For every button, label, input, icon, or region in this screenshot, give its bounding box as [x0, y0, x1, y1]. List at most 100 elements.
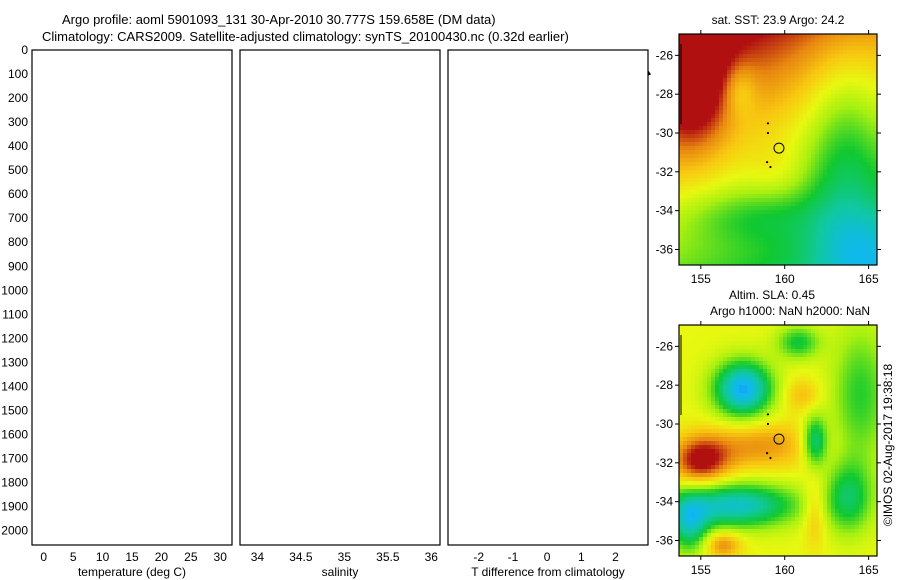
map-cell: [755, 461, 759, 465]
map-cell: [707, 341, 711, 345]
map-cell: [679, 541, 683, 545]
lat-tick-label: -36: [656, 242, 674, 256]
map-cell: [751, 138, 755, 142]
map-cell: [679, 453, 683, 457]
map-cell: [863, 114, 867, 118]
map-cell: [783, 437, 787, 441]
map-cell: [699, 62, 703, 66]
map-cell: [687, 174, 691, 178]
map-cell: [799, 381, 803, 385]
map-cell: [767, 385, 771, 389]
map-cell: [679, 449, 683, 453]
map-cell: [823, 98, 827, 102]
map-cell: [699, 445, 703, 449]
map-cell: [839, 254, 843, 258]
map-cell: [695, 405, 699, 409]
map-cell: [787, 429, 791, 433]
map-cell: [751, 365, 755, 369]
map-cell: [727, 138, 731, 142]
map-cell: [847, 118, 851, 122]
map-cell: [707, 453, 711, 457]
map-cell: [775, 457, 779, 461]
map-cell: [811, 82, 815, 86]
map-cell: [707, 501, 711, 505]
map-cell: [783, 529, 787, 533]
map-cell: [835, 66, 839, 70]
map-cell: [803, 106, 807, 110]
map-cell: [735, 397, 739, 401]
map-cell: [791, 58, 795, 62]
map-cell: [727, 250, 731, 254]
map-cell: [783, 102, 787, 106]
map-cell: [755, 62, 759, 66]
map-cell: [715, 138, 719, 142]
map-cell: [707, 150, 711, 154]
map-cell: [691, 337, 695, 341]
map-cell: [855, 62, 859, 66]
map-cell: [679, 513, 683, 517]
map-cell: [719, 525, 723, 529]
map-cell: [859, 110, 863, 114]
map-cell: [775, 90, 779, 94]
map-cell: [687, 94, 691, 98]
map-cell: [727, 198, 731, 202]
map-cell: [791, 549, 795, 553]
map-cell: [819, 182, 823, 186]
map-cell: [731, 70, 735, 74]
map-cell: [711, 517, 715, 521]
map-cell: [747, 449, 751, 453]
map-cell: [719, 258, 723, 262]
map-cell: [795, 234, 799, 238]
map-cell: [815, 146, 819, 150]
map-cell: [803, 429, 807, 433]
map-cell: [739, 373, 743, 377]
map-cell: [731, 262, 735, 265]
x-tick-label: 0: [40, 550, 47, 564]
map-cell: [755, 337, 759, 341]
map-cell: [771, 533, 775, 537]
map-cell: [707, 122, 711, 126]
map-cell: [691, 361, 695, 365]
map-cell: [691, 230, 695, 234]
map-cell: [687, 385, 691, 389]
map-cell: [791, 401, 795, 405]
map-cell: [727, 333, 731, 337]
map-cell: [687, 545, 691, 549]
map-cell: [819, 130, 823, 134]
map-cell: [755, 541, 759, 545]
map-cell: [719, 377, 723, 381]
map-cell: [787, 182, 791, 186]
map-cell: [815, 154, 819, 158]
map-cell: [775, 210, 779, 214]
map-cell: [743, 357, 747, 361]
map-cell: [735, 325, 739, 329]
map-cell: [751, 397, 755, 401]
map-cell: [795, 258, 799, 262]
map-cell: [755, 126, 759, 130]
map-cell: [687, 549, 691, 553]
map-cell: [711, 234, 715, 238]
map-cell: [715, 146, 719, 150]
map-cell: [783, 162, 787, 166]
map-cell: [851, 110, 855, 114]
map-cell: [695, 138, 699, 142]
map-cell: [815, 54, 819, 58]
map-cell: [731, 445, 735, 449]
map-cell: [787, 329, 791, 333]
map-cell: [823, 182, 827, 186]
map-cell: [699, 46, 703, 50]
map-cell: [731, 82, 735, 86]
map-cell: [827, 206, 831, 210]
map-cell: [771, 493, 775, 497]
map-cell: [731, 553, 735, 556]
map-cell: [691, 70, 695, 74]
map-cell: [843, 74, 847, 78]
map-cell: [687, 377, 691, 381]
map-cell: [799, 226, 803, 230]
map-cell: [815, 142, 819, 146]
map-cell: [743, 465, 747, 469]
map-cell: [843, 126, 847, 130]
map-cell: [827, 158, 831, 162]
map-cell: [759, 102, 763, 106]
map-cell: [743, 182, 747, 186]
